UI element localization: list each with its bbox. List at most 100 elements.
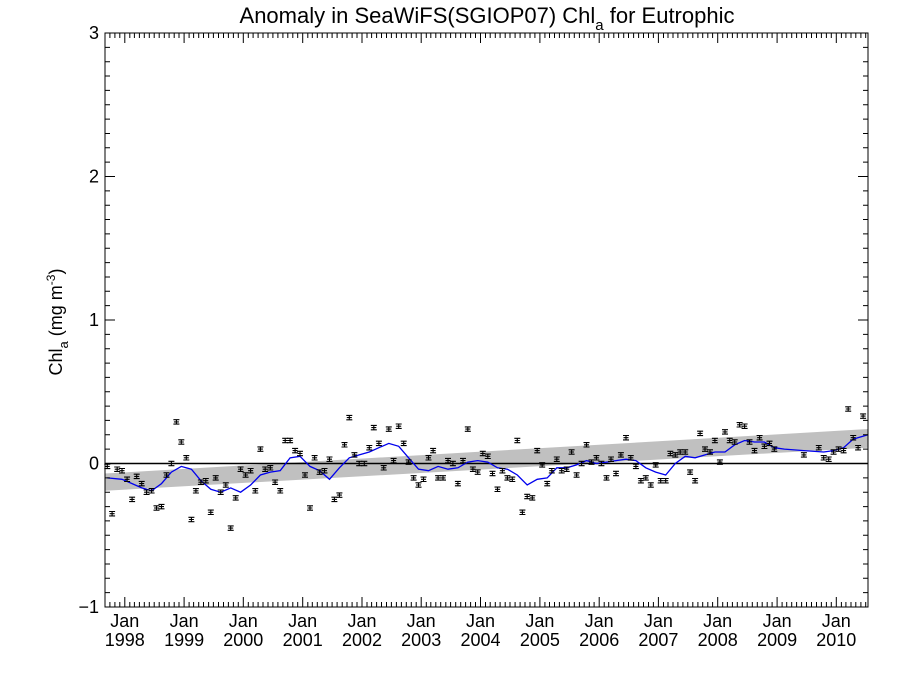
data-point bbox=[499, 467, 506, 474]
x-tick-label-month: Jan bbox=[407, 611, 436, 631]
x-tick-label-month: Jan bbox=[585, 611, 614, 631]
data-point bbox=[454, 480, 461, 487]
x-tick-label-year: 2006 bbox=[579, 630, 619, 650]
data-point bbox=[366, 444, 373, 451]
data-point bbox=[188, 516, 195, 523]
data-point bbox=[197, 479, 204, 485]
data-point bbox=[124, 476, 131, 483]
data-point bbox=[588, 459, 595, 465]
data-point bbox=[410, 475, 417, 481]
data-point bbox=[657, 477, 664, 484]
y-axis-ticks bbox=[105, 32, 868, 608]
data-point bbox=[860, 413, 867, 419]
data-point bbox=[341, 442, 348, 448]
data-point bbox=[158, 503, 165, 510]
data-point bbox=[272, 479, 279, 485]
data-point bbox=[302, 472, 308, 478]
data-point bbox=[390, 457, 397, 464]
x-tick-label-year: 2002 bbox=[342, 630, 382, 650]
data-point bbox=[331, 496, 338, 503]
data-point bbox=[687, 469, 694, 475]
data-point bbox=[307, 505, 313, 511]
x-tick-label-year: 2005 bbox=[520, 630, 560, 650]
data-point bbox=[627, 455, 634, 461]
data-point bbox=[232, 495, 239, 501]
x-tick-label-month: Jan bbox=[170, 611, 199, 631]
data-point bbox=[222, 482, 229, 488]
data-point bbox=[484, 453, 491, 460]
x-tick-label-month: Jan bbox=[110, 611, 139, 631]
data-point bbox=[282, 437, 289, 444]
data-point bbox=[558, 467, 565, 474]
data-point bbox=[287, 437, 294, 444]
data-point bbox=[479, 450, 486, 457]
data-point bbox=[153, 505, 160, 511]
data-point bbox=[578, 460, 585, 467]
data-point bbox=[114, 466, 121, 472]
data-point bbox=[464, 426, 471, 432]
data-point bbox=[297, 450, 303, 457]
data-point bbox=[227, 525, 234, 531]
data-point bbox=[736, 422, 743, 428]
data-point bbox=[267, 465, 274, 471]
data-point bbox=[692, 477, 699, 484]
y-tick-label: 2 bbox=[89, 167, 99, 187]
trend-confidence-band bbox=[105, 429, 868, 491]
data-point bbox=[400, 440, 407, 447]
data-point bbox=[361, 460, 368, 467]
data-point bbox=[855, 444, 862, 451]
data-point bbox=[682, 449, 689, 455]
data-point bbox=[460, 457, 466, 464]
data-point bbox=[820, 455, 827, 461]
data-point bbox=[425, 455, 432, 461]
data-point bbox=[583, 442, 590, 448]
data-point bbox=[104, 463, 111, 470]
data-point bbox=[539, 462, 546, 468]
data-point bbox=[573, 472, 580, 478]
data-point bbox=[800, 452, 807, 458]
x-tick-label-month: Jan bbox=[822, 611, 851, 631]
data-point bbox=[504, 475, 511, 481]
y-tick-label: −1 bbox=[78, 597, 99, 617]
data-point bbox=[534, 447, 541, 454]
data-point bbox=[192, 488, 199, 494]
y-axis-label-main: Chl bbox=[46, 348, 66, 375]
data-point bbox=[237, 466, 244, 472]
data-point bbox=[524, 493, 531, 500]
data-point bbox=[375, 440, 382, 447]
data-point bbox=[613, 470, 619, 477]
chart-title-main: Anomaly in SeaWiFS(SGIOP07) Chl bbox=[240, 3, 596, 28]
data-point bbox=[430, 447, 437, 454]
data-point bbox=[242, 472, 249, 478]
data-point bbox=[178, 439, 185, 445]
data-point bbox=[143, 489, 150, 495]
data-point bbox=[568, 449, 575, 455]
data-point bbox=[405, 459, 412, 465]
data-point bbox=[617, 452, 624, 458]
x-tick-label-year: 1998 bbox=[105, 630, 145, 650]
y-axis-label-units-superscript: -3 bbox=[44, 274, 58, 285]
x-tick-label-month: Jan bbox=[644, 611, 673, 631]
data-point bbox=[489, 470, 496, 477]
data-point bbox=[771, 446, 778, 452]
data-point bbox=[168, 460, 175, 467]
data-point bbox=[662, 477, 669, 484]
x-tick-label-month: Jan bbox=[763, 611, 792, 631]
y-axis-label-units-close: ) bbox=[46, 269, 66, 275]
data-point bbox=[756, 434, 763, 441]
x-tick-label-month: Jan bbox=[347, 611, 376, 631]
data-point bbox=[133, 473, 140, 480]
plot-area: −10123Jan1998Jan1999Jan2000Jan2001Jan200… bbox=[78, 23, 869, 650]
data-point bbox=[815, 444, 822, 451]
data-point bbox=[722, 429, 728, 435]
data-point bbox=[183, 455, 190, 461]
data-point bbox=[598, 460, 605, 467]
data-point bbox=[593, 455, 600, 461]
data-point bbox=[277, 488, 284, 494]
data-point bbox=[544, 480, 551, 487]
data-point bbox=[711, 437, 718, 444]
x-tick-label-year: 2003 bbox=[401, 630, 441, 650]
data-point bbox=[321, 467, 328, 474]
data-point bbox=[420, 476, 427, 483]
y-tick-label: 3 bbox=[89, 23, 99, 43]
